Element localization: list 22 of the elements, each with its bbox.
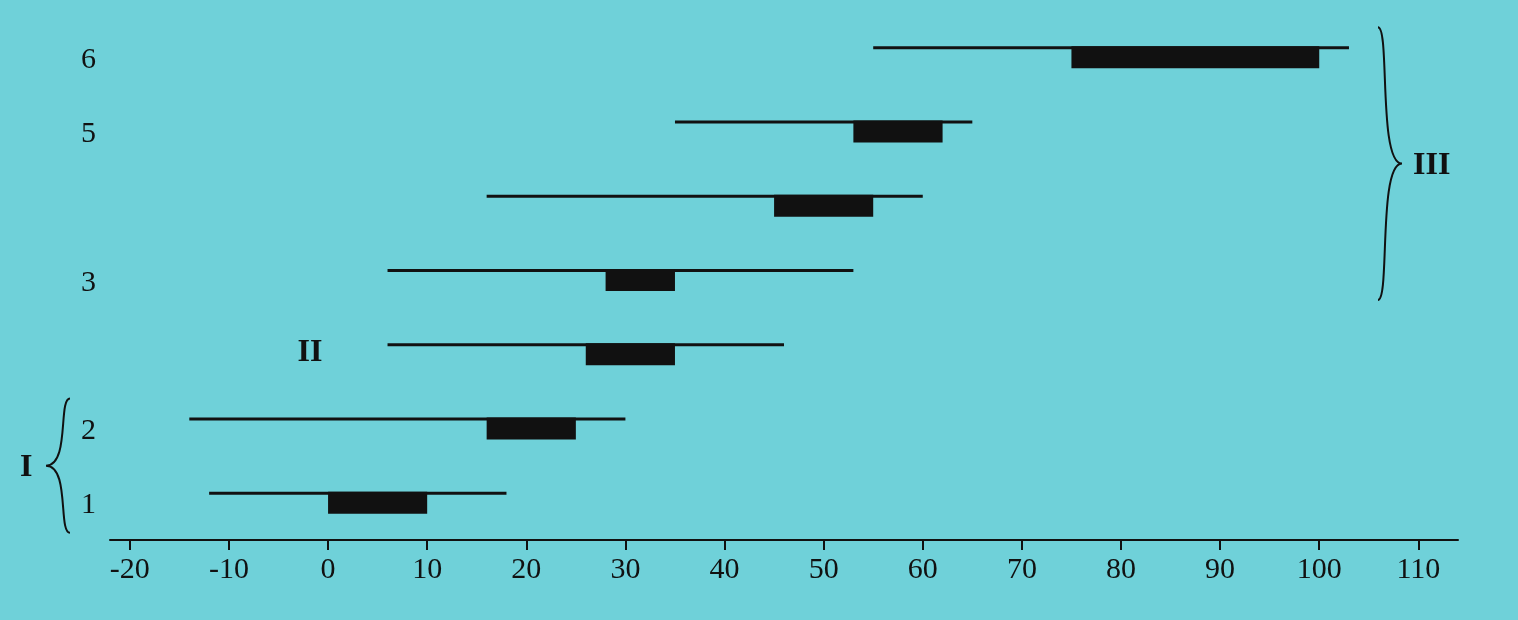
x-tick-label: 20 <box>511 550 542 584</box>
x-tick-label: 0 <box>320 550 336 584</box>
x-tick-label: 90 <box>1205 550 1236 584</box>
x-tick-label: 10 <box>412 550 443 584</box>
y-tick-label: 6 <box>81 40 96 74</box>
y-tick-label: 2 <box>81 412 96 446</box>
x-tick-label: 60 <box>907 550 938 584</box>
text: I <box>20 446 33 483</box>
x-tick-label: 40 <box>709 550 740 584</box>
x-tick-label: 30 <box>610 550 641 584</box>
x-tick-label: 70 <box>1006 550 1037 584</box>
x-tick-label: 80 <box>1106 550 1136 584</box>
annotation: III <box>1413 144 1451 181</box>
y-tick-label: 3 <box>81 263 96 297</box>
x-tick-label: -10 <box>208 550 249 584</box>
x-tick-label: -20 <box>109 550 150 584</box>
annotation: II <box>297 332 323 369</box>
x-tick-label: 50 <box>808 550 839 584</box>
y-tick-label: 1 <box>81 486 96 520</box>
x-tick-label: 100 <box>1296 550 1342 584</box>
y-tick-label: 5 <box>81 114 96 148</box>
x-tick-label: 110 <box>1396 550 1441 584</box>
